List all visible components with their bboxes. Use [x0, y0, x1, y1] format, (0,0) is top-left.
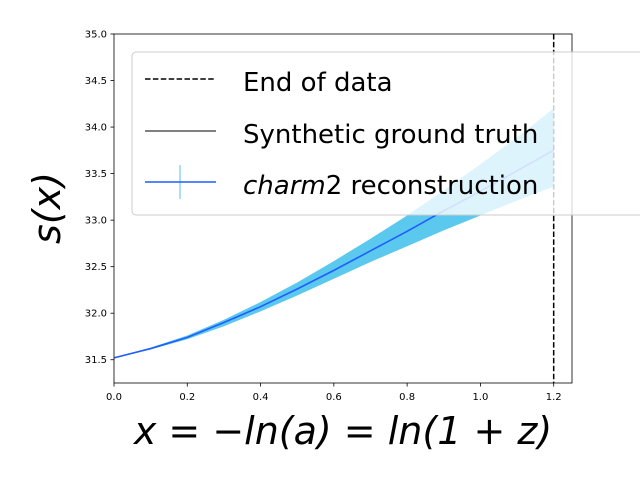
x-axis-label: x = −ln(a) = ln(1 + z) — [133, 409, 552, 453]
y-tick-label: 34.5 — [85, 76, 107, 87]
x-tick-label: 0.6 — [326, 392, 342, 403]
x-tick-label: 1.0 — [472, 392, 488, 403]
y-tick-label: 32.0 — [85, 309, 107, 320]
y-axis-label: s(x) — [25, 172, 69, 244]
x-tick-label: 0.8 — [399, 392, 415, 403]
legend-box — [131, 51, 640, 216]
y-tick-label: 32.5 — [85, 262, 107, 273]
x-tick-label: 0.0 — [106, 392, 122, 403]
legend: End of data Synthetic ground truth charm2 … — [131, 51, 640, 216]
y-tick-label: 31.5 — [85, 355, 107, 366]
y-tick-label: 34.0 — [85, 123, 107, 134]
x-tick-label: 1.2 — [546, 392, 562, 403]
legend-label-reconstruction: charm2 reconstruction — [243, 171, 538, 201]
legend-label-reconstruction-rest: 2 reconstruction — [326, 171, 539, 201]
legend-label-end-of-data: End of data — [243, 68, 393, 98]
y-tick-label: 33.0 — [85, 216, 107, 227]
x-tick-label: 0.2 — [179, 392, 195, 403]
y-tick-label: 35.0 — [85, 30, 107, 41]
x-tick-label: 0.4 — [253, 392, 269, 403]
legend-label-reconstruction-italic: charm — [243, 171, 326, 201]
y-tick-label: 33.5 — [85, 169, 107, 180]
legend-label-ground-truth: Synthetic ground truth — [243, 120, 538, 150]
